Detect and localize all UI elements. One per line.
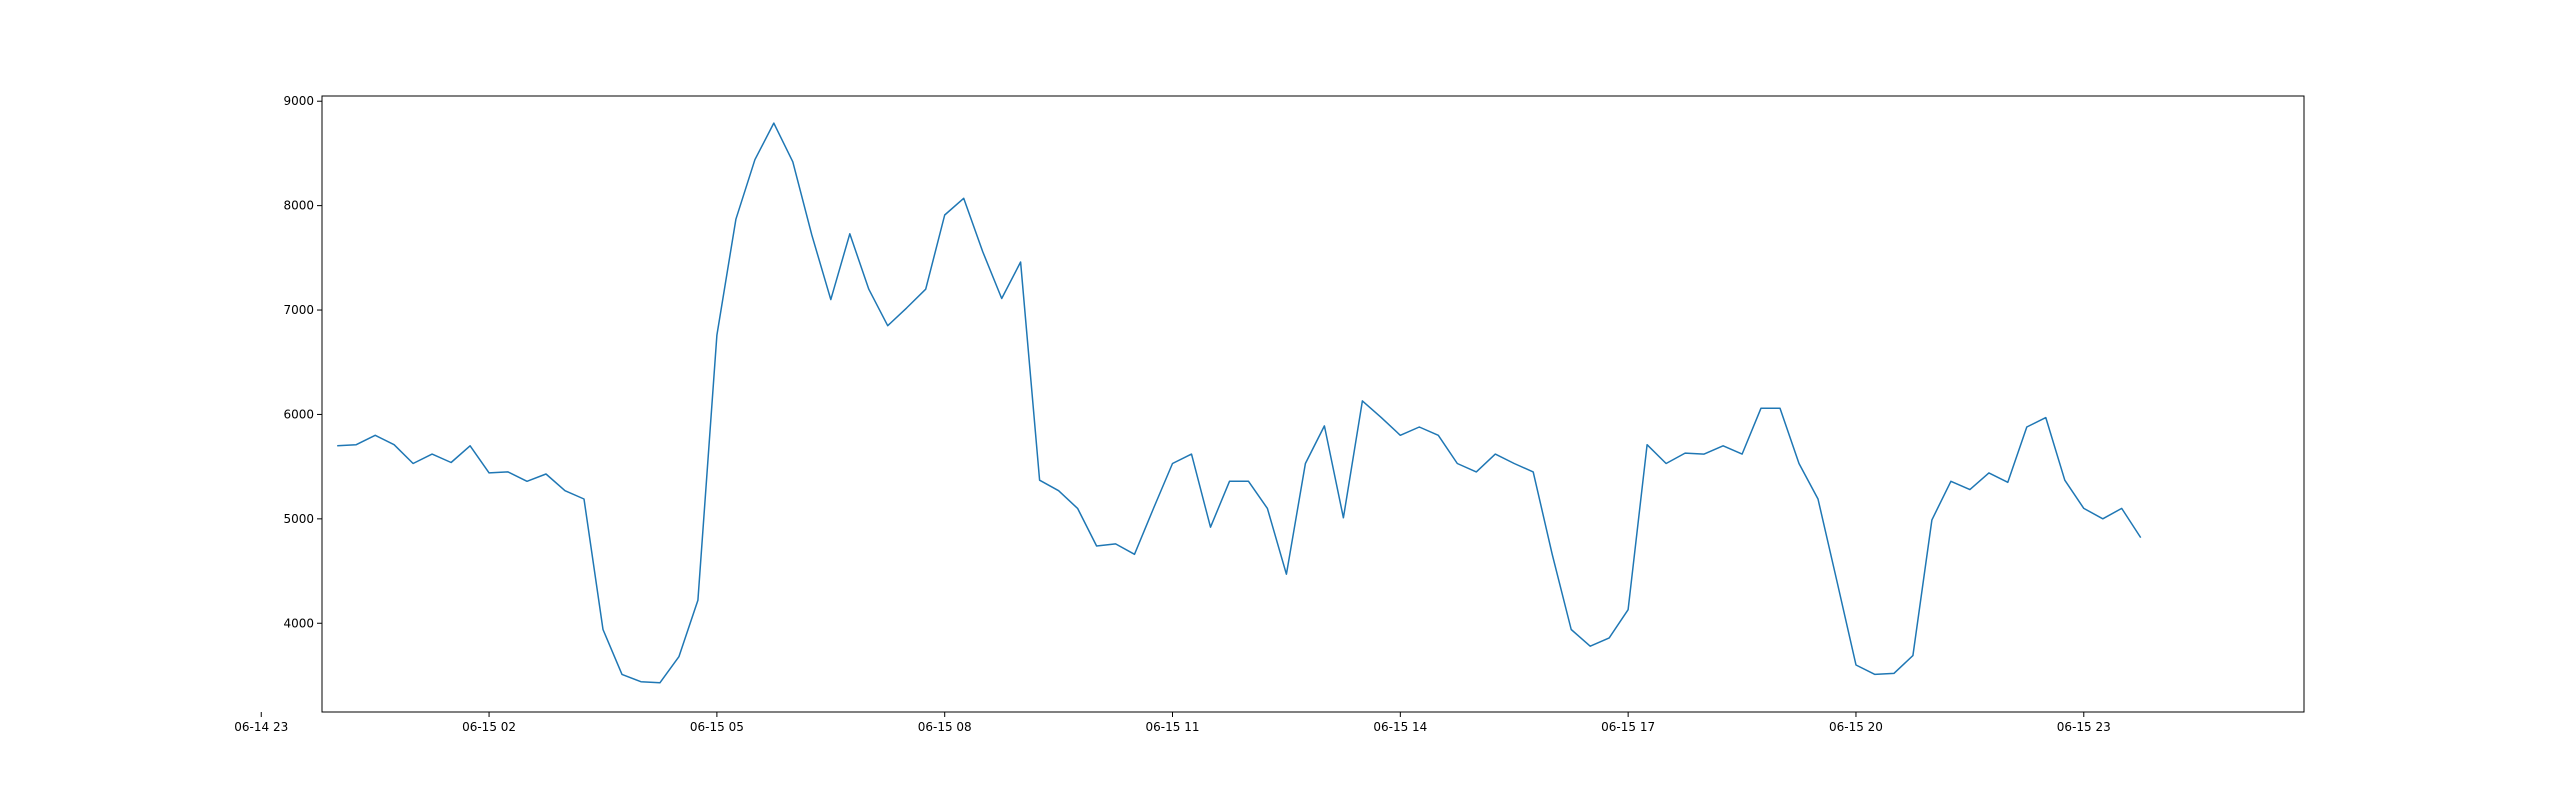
plot-frame: [321, 95, 2305, 713]
y-tick-label: 9000: [283, 94, 314, 108]
x-tick-label: 06-15 05: [690, 720, 744, 734]
x-tick-label: 06-15 11: [1146, 720, 1200, 734]
x-tick-label: 06-15 20: [1829, 720, 1883, 734]
y-tick-label: 6000: [283, 407, 314, 421]
x-tick-label: 06-15 14: [1373, 720, 1427, 734]
y-tick-label: 5000: [283, 512, 314, 526]
x-tick-label: 06-15 02: [462, 720, 516, 734]
x-tick-label: 06-15 23: [2057, 720, 2111, 734]
series-line: [337, 122, 2142, 684]
y-tick-label: 8000: [283, 199, 314, 213]
x-tick-label: 06-14 23: [234, 720, 288, 734]
x-tick-label: 06-15 08: [918, 720, 972, 734]
y-tick-label: 4000: [283, 616, 314, 630]
y-tick-label: 7000: [283, 303, 314, 317]
x-tick-label: 06-15 17: [1601, 720, 1655, 734]
